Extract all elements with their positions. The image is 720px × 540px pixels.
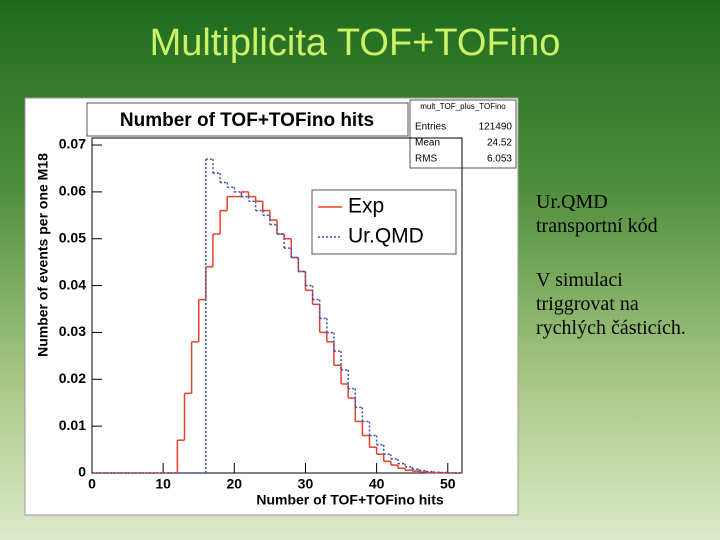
bullet: V simulaci triggrovat na rychlých částic…	[536, 269, 686, 339]
y-tick-label: 0.07	[59, 136, 86, 152]
slide-title: Multiplicita TOF+TOFino	[150, 22, 561, 64]
bullet: Ur.QMD transportní kód	[536, 191, 658, 237]
x-tick-label: 30	[298, 476, 314, 492]
x-tick-label: 40	[369, 476, 385, 492]
y-tick-label: 0.06	[59, 183, 86, 199]
stats-value: 121490	[479, 122, 513, 133]
y-tick-label: 0	[78, 464, 86, 480]
stats-value: 6.053	[487, 154, 512, 165]
y-tick-label: 0.04	[59, 276, 86, 292]
x-tick-label: 10	[155, 476, 171, 492]
stats-label: Entries	[415, 122, 446, 133]
legend-label: Exp	[348, 195, 384, 218]
bullet-list: Ur.QMD transportní kód V simulaci triggr…	[536, 190, 696, 370]
title-box	[86, 102, 409, 137]
legend-label: Ur.QMD	[348, 225, 424, 248]
legend-box	[311, 189, 457, 255]
plot-frame	[91, 137, 463, 474]
stats-label: RMS	[415, 154, 438, 165]
x-tick-label: 50	[440, 476, 456, 492]
y-tick-label: 0.05	[59, 229, 86, 245]
y-axis-label: Number of events per one M18	[35, 153, 51, 357]
stats-label: Mean	[415, 138, 440, 149]
chart-title: Number of TOF+TOFino hits	[120, 110, 374, 131]
stats-title: mult_TOF_plus_TOFino	[420, 102, 506, 111]
y-tick-label: 0.02	[59, 370, 86, 386]
x-axis-label: Number of TOF+TOFino hits	[256, 492, 444, 508]
y-tick-label: 0.03	[59, 323, 86, 339]
stats-box	[409, 99, 517, 169]
stats-value: 24.52	[487, 138, 512, 149]
x-tick-label: 20	[227, 476, 243, 492]
x-tick-label: 0	[88, 476, 96, 492]
y-tick-label: 0.01	[59, 417, 86, 433]
